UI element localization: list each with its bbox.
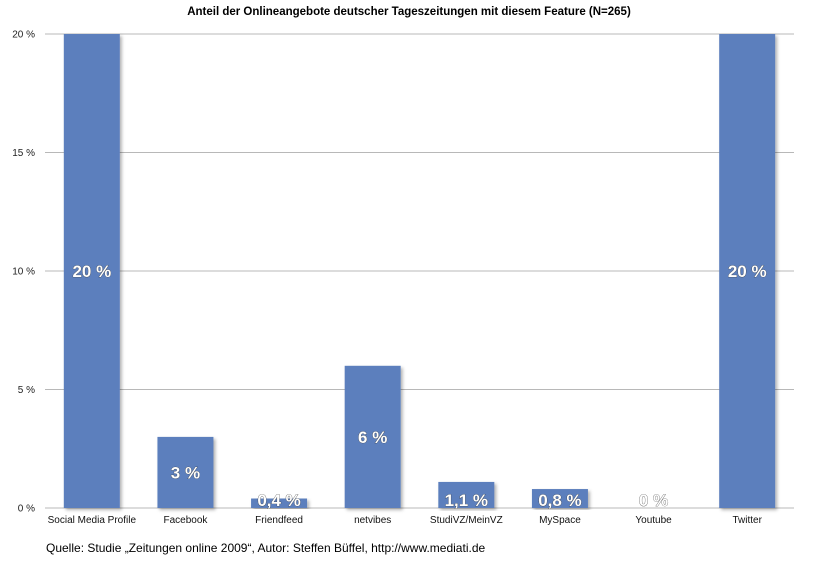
value-label: 6 % <box>358 428 387 447</box>
value-label: 3 % <box>171 463 200 482</box>
y-tick-label: 20 % <box>12 30 35 41</box>
bars <box>63 34 776 508</box>
y-tick-label: 5 % <box>18 385 35 396</box>
value-label: 0,4 % <box>257 491 300 510</box>
category-label: Youtube <box>635 515 672 526</box>
source-note: Quelle: Studie „Zeitungen online 2009“, … <box>46 541 486 555</box>
bar <box>157 436 214 508</box>
value-labels: 20 % 3 % 0,4 % 6 % 1,1 % 0,8 % 0 % 20 % <box>72 262 767 511</box>
value-label: 1,1 % <box>445 491 488 510</box>
y-tick-label: 10 % <box>12 267 35 278</box>
category-label: Social Media Profile <box>48 515 137 526</box>
bar <box>531 489 588 508</box>
value-label: 20 % <box>728 262 767 281</box>
value-label: 0,8 % <box>538 491 581 510</box>
category-label: MySpace <box>539 515 581 526</box>
category-label: netvibes <box>354 515 391 526</box>
bar <box>438 481 495 508</box>
category-label: Twitter <box>732 515 762 526</box>
y-tick-label: 0 % <box>18 504 35 515</box>
category-label: Friendfeed <box>255 515 303 526</box>
chart-title: Anteil der Onlineangebote deutscher Tage… <box>187 6 631 18</box>
value-label: 0 % <box>639 491 668 510</box>
category-labels: Social Media Profile Facebook Friendfeed ne… <box>48 515 763 526</box>
bar <box>344 365 401 508</box>
value-label: 20 % <box>72 262 111 281</box>
category-label: StudiVZ/MeinVZ <box>430 515 503 526</box>
bar <box>251 498 308 508</box>
bar <box>719 34 776 508</box>
y-axis-ticks: 0 % 5 % 10 % 15 % 20 % <box>12 30 35 515</box>
category-label: Facebook <box>163 515 208 526</box>
y-tick-label: 15 % <box>12 148 35 159</box>
grid-lines <box>45 33 794 509</box>
bar <box>63 34 120 508</box>
